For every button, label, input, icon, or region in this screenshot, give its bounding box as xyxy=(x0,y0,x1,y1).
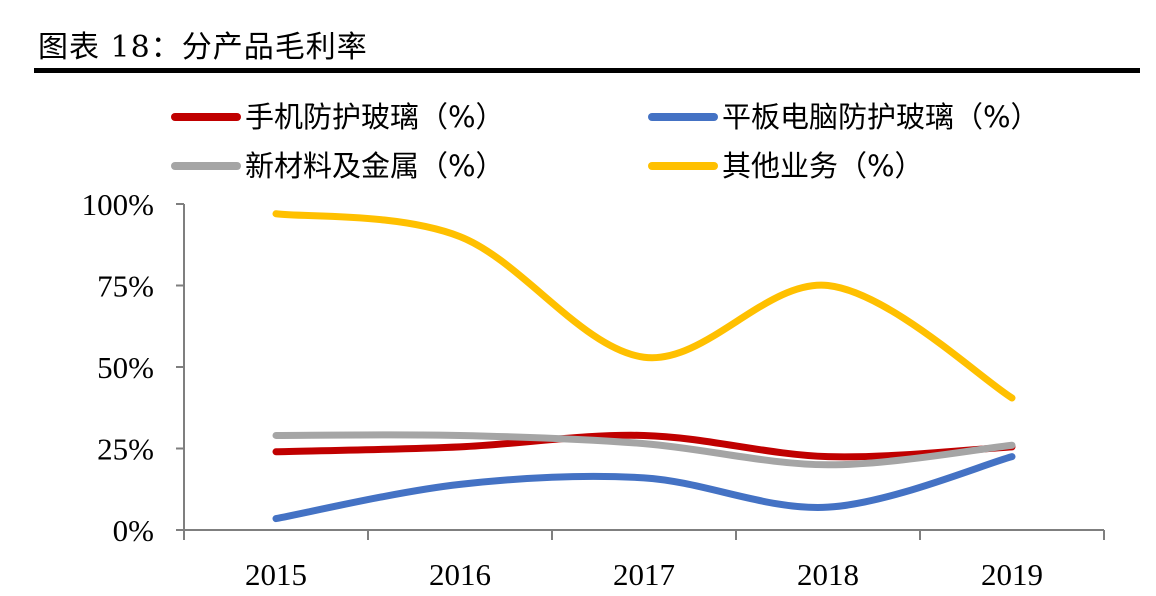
title-underline xyxy=(34,68,1140,73)
series-line-0 xyxy=(272,431,1016,461)
series-line-3 xyxy=(272,210,1016,402)
y-tick-label: 25% xyxy=(97,432,154,467)
figure-header: 图表 18：分产品毛利率 xyxy=(0,0,1156,80)
y-tick-label: 75% xyxy=(97,269,154,304)
axes: 0% 25% 50% 75% 100% 2015 2016 2017 2018 2019 xyxy=(82,187,1105,592)
x-tick-label: 2017 xyxy=(613,557,675,592)
legend-label: 新材料及金属（%） xyxy=(245,149,505,183)
figure-title: 图表 18：分产品毛利率 xyxy=(38,30,368,65)
series-line-2 xyxy=(272,431,1016,469)
legend-label: 平板电脑防护玻璃（%） xyxy=(722,100,1040,134)
series-lines xyxy=(272,210,1016,523)
x-tick-label: 2018 xyxy=(797,557,859,592)
x-tick-label: 2015 xyxy=(245,557,307,592)
legend: 手机防护玻璃（%） 平板电脑防护玻璃（%） 新材料及金属（%） 其他业务（%） xyxy=(171,100,1040,183)
legend-label: 其他业务（%） xyxy=(722,149,924,183)
x-tick-label: 2016 xyxy=(429,557,491,592)
y-tick-label: 50% xyxy=(97,350,154,385)
legend-label: 手机防护玻璃（%） xyxy=(245,100,505,134)
y-tick-label: 0% xyxy=(113,513,154,548)
y-tick-label: 100% xyxy=(82,187,154,222)
series-line-1 xyxy=(272,453,1016,523)
x-tick-label: 2019 xyxy=(981,557,1043,592)
